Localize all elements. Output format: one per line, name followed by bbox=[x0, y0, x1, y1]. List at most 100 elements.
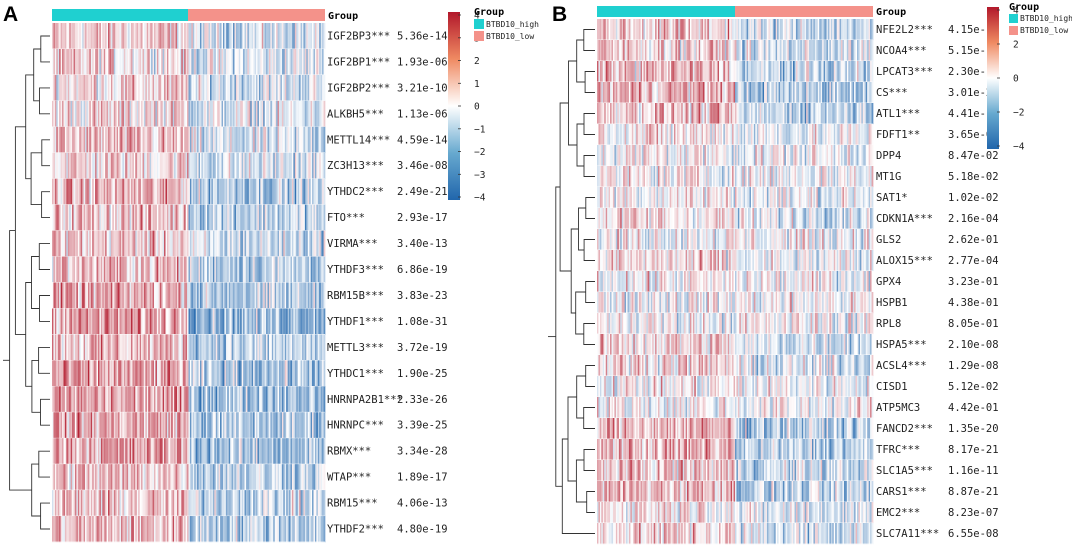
panel-a-heatmap-cell bbox=[244, 178, 247, 205]
panel-a-heatmap-cell bbox=[52, 308, 54, 335]
panel-a-heatmap-cell bbox=[73, 256, 76, 283]
panel-a-heatmap-cell bbox=[241, 412, 244, 439]
panel-b-heatmap-cell bbox=[691, 103, 694, 125]
panel-a-heatmap-cell bbox=[201, 464, 204, 491]
panel-b-heatmap-cell bbox=[756, 19, 759, 41]
panel-a-heatmap-cell bbox=[74, 308, 77, 335]
panel-a-heatmap-cell bbox=[148, 386, 151, 413]
panel-a-heatmap-cell bbox=[103, 490, 106, 517]
panel-b-heatmap-cell bbox=[835, 40, 838, 62]
panel-b-heatmap-cell bbox=[800, 40, 803, 62]
panel-a-heatmap-cell bbox=[224, 516, 227, 543]
panel-a-heatmap-cell bbox=[283, 282, 286, 309]
panel-a-heatmap-cell bbox=[271, 126, 274, 154]
panel-a-heatmap-cell bbox=[63, 438, 66, 465]
panel-b-heatmap-cell bbox=[621, 82, 624, 104]
panel-a-heatmap-cell bbox=[123, 464, 126, 491]
panel-a-heatmap-cell bbox=[266, 178, 268, 205]
panel-a-heatmap-cell bbox=[90, 464, 93, 491]
panel-a-heatmap-cell bbox=[287, 282, 290, 309]
panel-a-heatmap-cell bbox=[100, 464, 103, 491]
panel-a-heatmap-cell bbox=[187, 48, 189, 76]
panel-a-heatmap-cell bbox=[248, 438, 251, 465]
panel-b-heatmap-cell bbox=[713, 82, 716, 104]
panel-a-heatmap-cell bbox=[90, 412, 93, 439]
panel-a-heatmap-cell bbox=[289, 126, 291, 154]
panel-b-heatmap-cell bbox=[871, 40, 874, 62]
panel-b-heatmap-cell bbox=[608, 19, 611, 41]
panel-b-heatmap-cell bbox=[631, 103, 634, 125]
panel-a-heatmap-cell bbox=[197, 100, 199, 128]
panel-a-heatmap-cell bbox=[306, 256, 309, 283]
panel-a-heatmap-cell bbox=[115, 204, 118, 231]
panel-a-heatmap-cell bbox=[258, 282, 261, 309]
panel-a-heatmap-cell bbox=[69, 282, 72, 309]
panel-a-heatmap-cell bbox=[181, 464, 184, 491]
panel-a-heatmap-cell bbox=[93, 360, 96, 387]
panel-a-heatmap-cell bbox=[297, 334, 300, 361]
panel-b-heatmap-cell bbox=[713, 103, 716, 125]
panel-b-heatmap-cell bbox=[817, 103, 820, 125]
panel-b-heatmap-cell bbox=[849, 103, 852, 125]
panel-b-dendrogram-branch bbox=[583, 239, 595, 261]
panel-a-heatmap-cell bbox=[125, 516, 128, 543]
panel-a-heatmap-cell bbox=[125, 412, 128, 439]
panel-a-heatmap-cell bbox=[280, 23, 283, 50]
panel-a-heatmap-cell bbox=[297, 126, 300, 154]
panel-a-heatmap-cell bbox=[319, 412, 322, 439]
panel-a-heatmap-cell bbox=[296, 308, 299, 335]
panel-b-heatmap-cell bbox=[705, 82, 708, 104]
panel-b-heatmap-cell bbox=[833, 82, 836, 104]
panel-a-heatmap-cell bbox=[143, 308, 146, 335]
panel-a-heatmap-cell bbox=[93, 516, 96, 543]
panel-a-heatmap-cell bbox=[320, 256, 323, 283]
panel-a-heatmap-cell bbox=[281, 100, 284, 128]
panel-a-heatmap-cell bbox=[82, 256, 84, 283]
panel-a-heatmap-cell bbox=[251, 178, 254, 205]
panel-a-heatmap-cell bbox=[93, 152, 96, 180]
panel-a-heatmap-cell bbox=[268, 23, 271, 50]
panel-a-heatmap-cell bbox=[302, 386, 304, 413]
panel-b-heatmap-cell bbox=[842, 61, 845, 83]
panel-a-heatmap-cell bbox=[281, 334, 284, 361]
panel-a-heatmap-cell bbox=[293, 334, 296, 361]
panel-a-heatmap-cell bbox=[162, 230, 165, 257]
panel-a-heatmap-cell bbox=[169, 308, 172, 335]
panel-b-heatmap-cell bbox=[768, 61, 771, 83]
panel-b-heatmap-cell bbox=[851, 103, 854, 125]
panel-a-heatmap-cell bbox=[166, 256, 169, 283]
panel-a-heatmap-cell bbox=[70, 100, 73, 128]
panel-a-heatmap-cell bbox=[110, 308, 113, 335]
panel-a-heatmap-cell bbox=[122, 74, 125, 102]
panel-a-heatmap-cell bbox=[105, 360, 107, 387]
panel-a-heatmap-cell bbox=[169, 386, 172, 413]
panel-a-heatmap-cell bbox=[64, 256, 67, 283]
panel-a-heatmap-cell bbox=[217, 230, 220, 257]
panel-a-heatmap-cell bbox=[304, 74, 307, 102]
panel-b-heatmap-cell bbox=[663, 103, 666, 125]
panel-b-heatmap-cell bbox=[687, 61, 689, 83]
panel-a-heatmap-cell bbox=[148, 464, 151, 491]
panel-b-heatmap-cell bbox=[838, 19, 840, 41]
panel-a-heatmap-cell bbox=[199, 464, 202, 491]
panel-a-heatmap-cell bbox=[314, 74, 317, 102]
panel-a-heatmap-cell bbox=[126, 334, 129, 361]
panel-b-heatmap-cell bbox=[798, 82, 801, 104]
panel-a-heatmap-cell bbox=[309, 334, 311, 361]
panel-a-heatmap-cell bbox=[67, 438, 70, 465]
panel-a-heatmap-cell bbox=[132, 178, 135, 205]
panel-a-heatmap-cell bbox=[243, 256, 245, 283]
panel-a-heatmap-cell bbox=[93, 100, 96, 128]
panel-a-heatmap-cell bbox=[57, 100, 60, 128]
panel-b-heatmap-cell bbox=[668, 19, 670, 41]
panel-a-heatmap-cell bbox=[168, 412, 171, 439]
panel-a-heatmap-cell bbox=[300, 256, 303, 283]
panel-a-heatmap-cell bbox=[220, 516, 222, 543]
panel-a-heatmap-cell bbox=[120, 438, 123, 465]
panel-a-heatmap-cell bbox=[274, 490, 277, 517]
panel-a-heatmap-cell bbox=[228, 74, 231, 102]
panel-a-heatmap-cell bbox=[230, 230, 232, 257]
panel-a-heatmap-cell bbox=[184, 438, 186, 465]
panel-a-heatmap-cell bbox=[225, 152, 228, 180]
panel-a-heatmap-cell bbox=[289, 360, 291, 387]
